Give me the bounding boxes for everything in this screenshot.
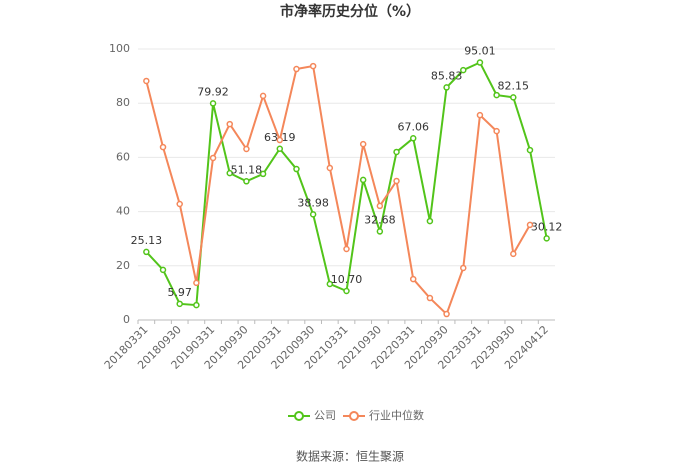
point: [209, 154, 217, 162]
point: [343, 287, 350, 295]
value-label: 25.13: [131, 234, 163, 247]
point: [193, 301, 200, 309]
point: [343, 245, 350, 253]
point: [309, 211, 317, 218]
value-label: 85.83: [431, 69, 463, 82]
value-label: 10.70: [331, 273, 363, 286]
point: [510, 250, 517, 258]
value-label: 5.97: [167, 286, 192, 299]
point: [393, 148, 400, 156]
point: [443, 310, 450, 318]
value-label: 30.12: [531, 220, 563, 233]
legend-label: 行业中位数: [369, 408, 424, 422]
legend-marker: [294, 411, 304, 421]
point: [393, 177, 400, 185]
value-label: 51.18: [231, 163, 263, 176]
point: [443, 84, 450, 91]
chart-title: 市净率历史分位（%）: [280, 3, 420, 20]
y-tick-label: 60: [116, 150, 130, 163]
point: [510, 94, 517, 101]
point: [543, 235, 550, 242]
point: [526, 146, 534, 154]
point: [276, 136, 284, 144]
point: [176, 200, 183, 208]
point: [259, 170, 267, 178]
point: [426, 217, 434, 225]
point: [460, 264, 467, 272]
source: 数据来源：恒生聚源: [296, 449, 404, 464]
value-label: 82.15: [498, 79, 530, 92]
point: [526, 221, 534, 229]
point: [359, 140, 367, 148]
value-label: 67.06: [397, 120, 429, 133]
point: [376, 228, 384, 235]
point: [409, 275, 417, 283]
point: [309, 62, 317, 70]
point: [293, 165, 300, 173]
point: [259, 92, 267, 100]
point: [209, 100, 217, 107]
point: [376, 202, 384, 210]
value-label: 38.98: [297, 196, 329, 209]
point: [409, 135, 417, 142]
point: [426, 294, 434, 302]
y-tick-label: 0: [123, 313, 130, 326]
y-tick-label: 20: [116, 259, 130, 272]
value-label: 32.68: [364, 213, 396, 226]
point: [159, 143, 167, 151]
point: [493, 127, 500, 135]
legend-marker: [349, 411, 359, 421]
point: [460, 66, 467, 74]
value-label: 95.01: [464, 45, 496, 58]
point: [326, 164, 334, 172]
point: [176, 300, 183, 308]
point: [159, 266, 167, 274]
point: [143, 248, 150, 256]
series-line: [145, 64, 531, 316]
point: [326, 280, 334, 288]
y-tick-label: 40: [116, 205, 130, 218]
point: [226, 169, 233, 177]
point: [359, 176, 367, 184]
legend-label: 公司: [314, 409, 336, 422]
point: [243, 178, 250, 185]
point: [243, 145, 250, 153]
point: [193, 279, 200, 287]
value-label: 79.92: [197, 85, 229, 98]
point: [476, 59, 484, 66]
point: [143, 77, 150, 85]
y-tick-label: 80: [116, 96, 130, 109]
point: [226, 120, 233, 128]
series-line: [145, 61, 548, 307]
point: [476, 111, 484, 119]
y-tick-label: 100: [109, 42, 130, 55]
point: [493, 91, 500, 99]
point: [276, 145, 284, 153]
point: [293, 65, 300, 73]
